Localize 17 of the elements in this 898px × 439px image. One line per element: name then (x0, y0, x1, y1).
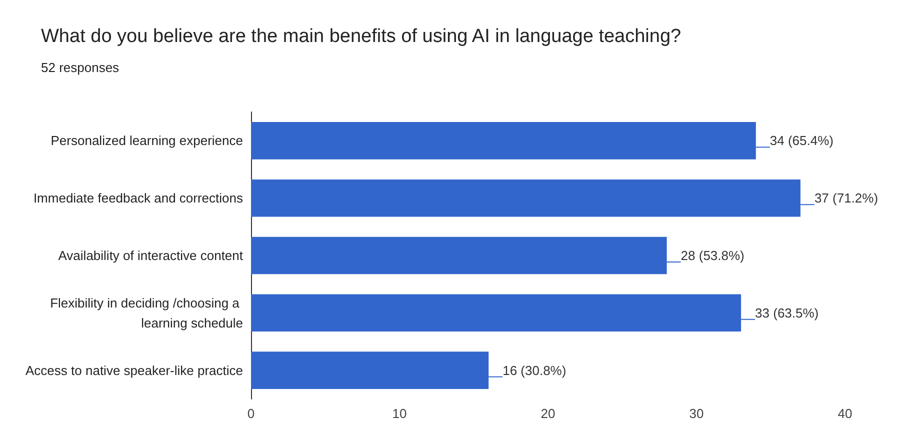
x-tick-label: 30 (689, 406, 704, 421)
data-label: 37 (71.2%) (814, 190, 878, 206)
x-tick-label: 0 (247, 406, 255, 421)
text: 52 responses (41, 60, 120, 75)
y-tick-label: Flexibility in deciding /choosing a learning schedule (50, 295, 243, 330)
x-tick-label: 40 (838, 406, 852, 421)
data-label: 28 (53.8%) (680, 248, 744, 263)
y-tick-label: Availability of interactive content (58, 248, 244, 263)
y-tick-label: Access to native speaker-like practice (26, 362, 243, 378)
data-label: 33 (63.5%) (755, 305, 819, 320)
x-tick-label: 20 (540, 406, 556, 421)
chart-title: What do you believe are the main benefits of using AI in language teaching? (41, 26, 682, 47)
y-tick-label: Immediate feedback and corrections (33, 190, 244, 206)
data-label: 16 (30.8%) (502, 362, 566, 378)
y-tick-label: Personalized learning experience (50, 133, 243, 148)
x-tick-label: 10 (392, 406, 407, 421)
data-label: 34 (65.4%) (770, 133, 834, 148)
